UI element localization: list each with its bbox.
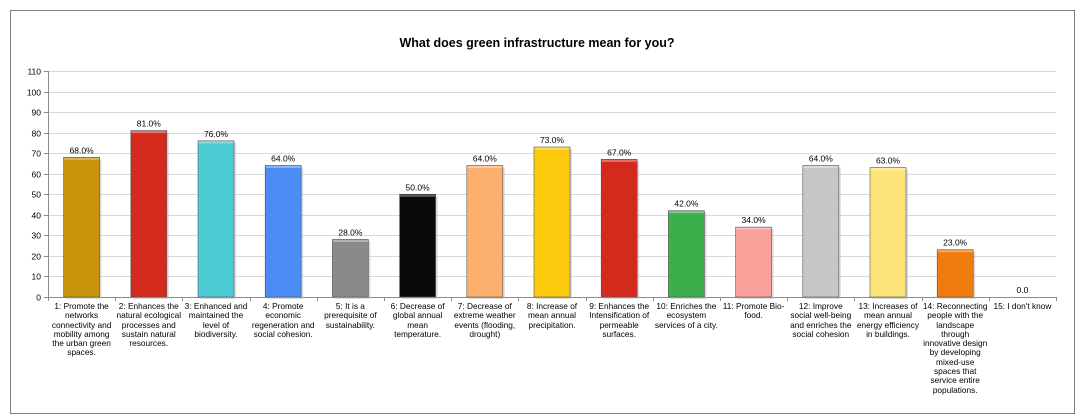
- bar: [802, 165, 840, 298]
- x-tick-label: 6: Decrease of global annual mean temper…: [390, 301, 445, 339]
- bar: [399, 193, 436, 298]
- x-tick-label: 10: Enriches the ecosystem services of a…: [654, 301, 718, 330]
- bar-highlight: [736, 227, 772, 230]
- bar-highlight: [467, 166, 503, 169]
- bar-highlight: [265, 166, 301, 169]
- bars: [63, 130, 976, 299]
- data-label: 64.0%: [271, 154, 296, 164]
- data-label: 73.0%: [540, 135, 565, 145]
- y-tick-label: 90: [32, 108, 42, 118]
- bar-highlight: [131, 131, 167, 134]
- data-labels: 68.0% 81.0% 76.0% 64.0% 28.0% 50.0% 64.0% 73.0%…: [70, 119, 1029, 295]
- bar: [600, 159, 638, 298]
- y-tick-label: 70: [32, 149, 42, 159]
- bar: [332, 239, 369, 298]
- bar: [869, 167, 907, 298]
- x-tick-label: 5: It is a prerequisite of sustainabilit…: [324, 301, 377, 330]
- bar-highlight: [803, 166, 839, 169]
- x-tick-label: 2: Enhances the natural ecological proce…: [116, 301, 182, 349]
- data-label: 64.0%: [473, 154, 498, 164]
- bar-highlight: [400, 194, 436, 197]
- x-tick-label: 14: Reconnecting people with the landsca…: [922, 301, 988, 395]
- x-tick-label: 13: Increases of mean annual energy effi…: [856, 301, 920, 339]
- x-tick-label: 15: I don't know: [993, 301, 1052, 311]
- y-axis: 0 10 20 30 40 50 60 70 80 90 100 110: [27, 67, 1057, 303]
- y-tick-label: 100: [27, 88, 41, 98]
- data-label: 81.0%: [137, 119, 162, 129]
- bar: [735, 226, 772, 298]
- x-tick-label: 8: Increase of mean annual precipitation…: [526, 301, 578, 330]
- data-label: 34.0%: [742, 215, 767, 225]
- x-tick-label: 3: Enhanced and maintained the level of …: [184, 301, 248, 339]
- y-tick-label: 30: [32, 231, 42, 241]
- bar-highlight: [870, 168, 906, 171]
- bar-highlight: [937, 250, 973, 253]
- bar: [466, 165, 504, 298]
- x-tick-label: 4: Promote economic regeneration and soc…: [251, 301, 315, 339]
- y-tick-label: 10: [32, 272, 42, 282]
- x-tick-label: 7: Decrease of extreme weather events (f…: [453, 301, 516, 339]
- y-tick-label: 20: [32, 252, 42, 262]
- bar: [668, 210, 705, 298]
- bar: [63, 156, 100, 298]
- bar: [936, 249, 974, 298]
- y-tick-label: 50: [32, 190, 42, 200]
- bar: [197, 140, 235, 298]
- bar-highlight: [668, 211, 704, 214]
- y-tick-label: 0: [36, 293, 41, 303]
- x-tick-label: 12: Improve social well-being and enrich…: [790, 301, 852, 339]
- bar-highlight: [198, 141, 234, 144]
- bar: [533, 146, 571, 298]
- data-label: 23.0%: [943, 238, 968, 248]
- data-label: 28.0%: [338, 227, 363, 237]
- data-label: 76.0%: [204, 129, 229, 139]
- data-label: 42.0%: [674, 199, 699, 209]
- data-label: 67.0%: [607, 147, 632, 157]
- data-label: 64.0%: [809, 154, 834, 164]
- y-tick-label: 60: [32, 170, 42, 180]
- bar: [130, 130, 168, 298]
- data-label: 0.0: [1016, 285, 1028, 295]
- x-tick-label: 11: Promote Bio-food.: [722, 301, 785, 321]
- bar-highlight: [64, 157, 100, 160]
- y-tick-label: 110: [27, 67, 41, 77]
- bar: [264, 165, 302, 298]
- y-tick-label: 80: [32, 129, 42, 139]
- data-label: 68.0%: [70, 145, 95, 155]
- data-label: 50.0%: [406, 182, 431, 192]
- data-label: 63.0%: [876, 156, 901, 166]
- bar-highlight: [332, 239, 368, 242]
- y-tick-label: 40: [32, 211, 42, 221]
- x-tick-label: 9: Enhances the Intensification of perme…: [589, 301, 650, 339]
- chart-title: What does green infrastructure mean for …: [399, 36, 674, 50]
- bar-highlight: [534, 147, 570, 150]
- bar-highlight: [601, 159, 637, 162]
- x-tick-label: 1: Promote the networks connectivity and…: [51, 301, 112, 358]
